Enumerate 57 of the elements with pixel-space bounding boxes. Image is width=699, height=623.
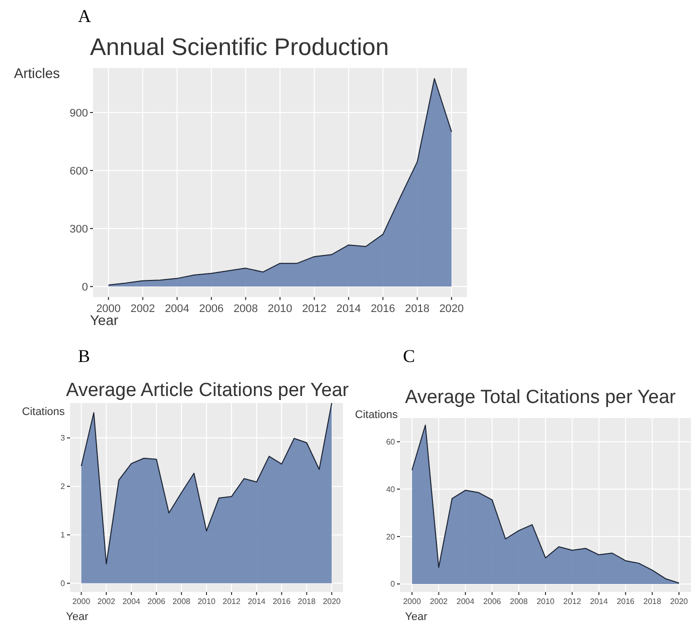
- x-axis-title: Year: [405, 611, 428, 623]
- text: A: [78, 6, 91, 26]
- x-tick-label: 2008: [233, 303, 258, 315]
- x-tick-label: 2002: [130, 303, 155, 315]
- y-axis-title: Articles: [14, 65, 60, 81]
- x-tick-label: 2000: [96, 303, 121, 315]
- y-tick-label: 0: [82, 281, 88, 294]
- y-tick-label: 3: [60, 434, 66, 443]
- x-tick-label: 2020: [322, 597, 342, 606]
- x-tick-label: 2018: [643, 597, 662, 606]
- x-tick-label: 2004: [122, 597, 141, 606]
- y-tick-label: 1: [60, 530, 66, 540]
- x-tick-label: 2008: [172, 597, 191, 606]
- y-tick-label: 900: [70, 107, 88, 120]
- x-tick-label: 2004: [456, 597, 475, 606]
- x-tick-label: 2012: [563, 597, 582, 606]
- x-tick-label: 2014: [590, 597, 608, 606]
- x-tick-label: 2008: [510, 597, 528, 606]
- y-tick-label: 600: [70, 165, 88, 178]
- x-axis-title: Year: [66, 611, 89, 623]
- x-tick-label: 2000: [403, 597, 422, 606]
- x-tick-label: 2004: [164, 303, 190, 315]
- x-axis-title: Year: [90, 312, 119, 328]
- y-axis-title: Citations: [355, 409, 398, 421]
- y-tick-label: 20: [386, 532, 396, 542]
- y-tick-label: 0: [390, 580, 396, 589]
- chart-title: Average Total Citations per Year: [405, 387, 676, 408]
- x-tick-label: 2018: [405, 303, 430, 315]
- x-tick-label: 2016: [616, 597, 636, 606]
- y-tick-label: 40: [386, 484, 396, 494]
- x-tick-label: 2012: [222, 597, 241, 606]
- x-tick-label: 2006: [199, 303, 224, 315]
- chart-title: Average Article Citations per Year: [66, 380, 350, 401]
- x-tick-label: 2018: [298, 597, 316, 606]
- x-tick-label: 2010: [268, 303, 292, 315]
- y-tick-label: 2: [60, 482, 66, 492]
- x-tick-label: 2012: [302, 303, 327, 315]
- x-tick-label: 2020: [670, 597, 688, 606]
- chart-title: Annual Scientific Production: [90, 34, 389, 61]
- x-tick-label: 2000: [72, 597, 91, 606]
- x-tick-label: 2016: [272, 597, 292, 606]
- x-tick-label: 2002: [97, 597, 116, 606]
- y-tick-label: 60: [386, 438, 396, 447]
- x-tick-label: 2006: [483, 597, 502, 606]
- x-tick-label: 2010: [198, 597, 216, 606]
- y-tick-label: 300: [70, 223, 88, 236]
- x-tick-label: 2010: [536, 597, 555, 606]
- x-tick-label: 2020: [439, 303, 464, 315]
- y-tick-label: 0: [60, 579, 66, 588]
- x-tick-label: 2016: [370, 303, 396, 315]
- y-axis-title: Citations: [22, 406, 66, 418]
- x-tick-label: 2014: [248, 597, 266, 606]
- x-tick-label: 2014: [336, 303, 361, 315]
- x-tick-label: 2006: [148, 597, 166, 606]
- text: B: [78, 346, 90, 366]
- x-tick-label: 2002: [430, 597, 448, 606]
- text: C: [403, 346, 416, 366]
